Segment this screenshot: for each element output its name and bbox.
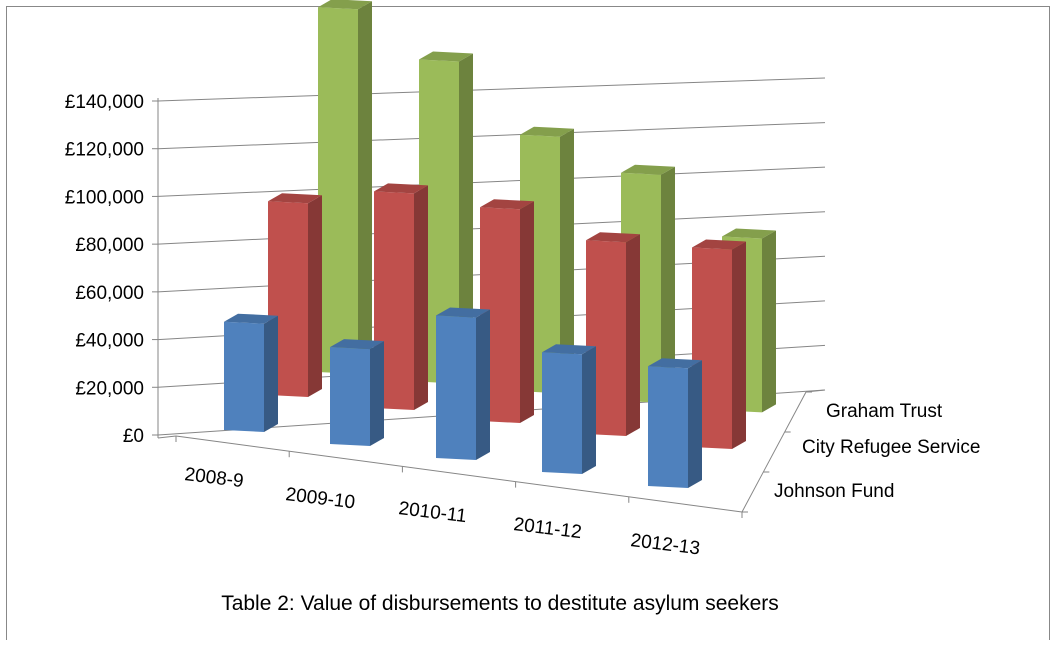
bar-graham-trust-2008-9: [318, 0, 372, 374]
bar-graham-trust-2009-10: [419, 51, 473, 384]
bar-side-face: [370, 341, 384, 446]
bar-front-face: [224, 321, 264, 432]
bar-top-face: [330, 339, 384, 350]
y-tick-label: £120,000: [65, 140, 144, 161]
gridline: [157, 77, 826, 102]
bar-side-face: [732, 241, 746, 449]
y-axis-line-hidden: [176, 98, 178, 438]
chart-caption: Table 2: Value of disbursements to desti…: [221, 592, 779, 615]
bar-side-face: [459, 53, 473, 384]
y-tick-label: £60,000: [75, 283, 144, 304]
chart-bars: [224, 0, 776, 488]
bar-side-face: [762, 230, 776, 413]
bar-johnson-fund-2010-11: [436, 307, 490, 460]
floor-left-edge: [157, 435, 177, 439]
bar-johnson-fund-2011-12: [542, 344, 596, 474]
series-label: City Refugee Service: [802, 437, 980, 458]
bar-front-face: [419, 59, 459, 384]
bar-top-face: [318, 0, 372, 10]
bar-top-face: [374, 183, 428, 194]
y-tick-label: £80,000: [75, 235, 144, 256]
y-tick-label: £0: [123, 426, 144, 447]
bar-side-face: [264, 315, 278, 432]
bar-front-face: [648, 366, 688, 488]
bar-top-face: [268, 193, 322, 204]
bar-top-face: [621, 164, 675, 175]
bar-side-face: [560, 128, 574, 394]
bar-top-face: [542, 344, 596, 355]
bar-side-face: [582, 346, 596, 474]
gridline: [157, 166, 826, 197]
series-label: Graham Trust: [826, 401, 943, 422]
bar-front-face: [318, 7, 358, 374]
bar-side-face: [688, 360, 702, 488]
bar-top-face: [722, 228, 776, 239]
y-tick-label: £20,000: [75, 378, 144, 399]
x-tick-label: 2010-11: [397, 498, 467, 527]
bar-side-face: [520, 201, 534, 423]
bar-top-face: [436, 307, 490, 318]
bar-front-face: [436, 315, 476, 460]
depth-axis-line: [741, 391, 807, 513]
bar-side-face: [626, 234, 640, 436]
bar-side-face: [308, 195, 322, 397]
bar-side-face: [358, 1, 372, 374]
gridline: [157, 122, 826, 150]
chart-labels: £0 £20,000 £40,000 £60,000 £80,000 £100,000 £1…: [65, 92, 981, 559]
x-axis-line: [175, 435, 743, 513]
x-tick-label: 2008-9: [183, 464, 244, 492]
bar-johnson-fund-2009-10: [330, 339, 384, 446]
bar-side-face: [476, 309, 490, 460]
bar-side-face: [661, 166, 675, 403]
y-tick-label: £40,000: [75, 331, 144, 352]
y-tick-label: £140,000: [65, 92, 144, 113]
bar-top-face: [648, 358, 702, 369]
bar-side-face: [414, 185, 428, 410]
bar-front-face: [330, 347, 370, 446]
series-label: Johnson Fund: [774, 481, 894, 502]
x-tick-label: 2011-12: [512, 514, 582, 543]
bar-johnson-fund-2012-13: [648, 358, 702, 488]
bar-top-face: [480, 199, 534, 210]
bar-top-face: [419, 51, 473, 62]
bar-top-face: [692, 239, 746, 250]
x-tick-label: 2009-10: [284, 484, 356, 513]
bar-top-face: [520, 126, 574, 137]
bar-front-face: [542, 352, 582, 474]
bar-johnson-fund-2008-9: [224, 313, 278, 432]
x-tick-label: 2012-13: [629, 530, 701, 559]
bar-top-face: [224, 313, 278, 324]
bar-top-face: [586, 232, 640, 243]
y-tick-label: £100,000: [65, 187, 144, 208]
